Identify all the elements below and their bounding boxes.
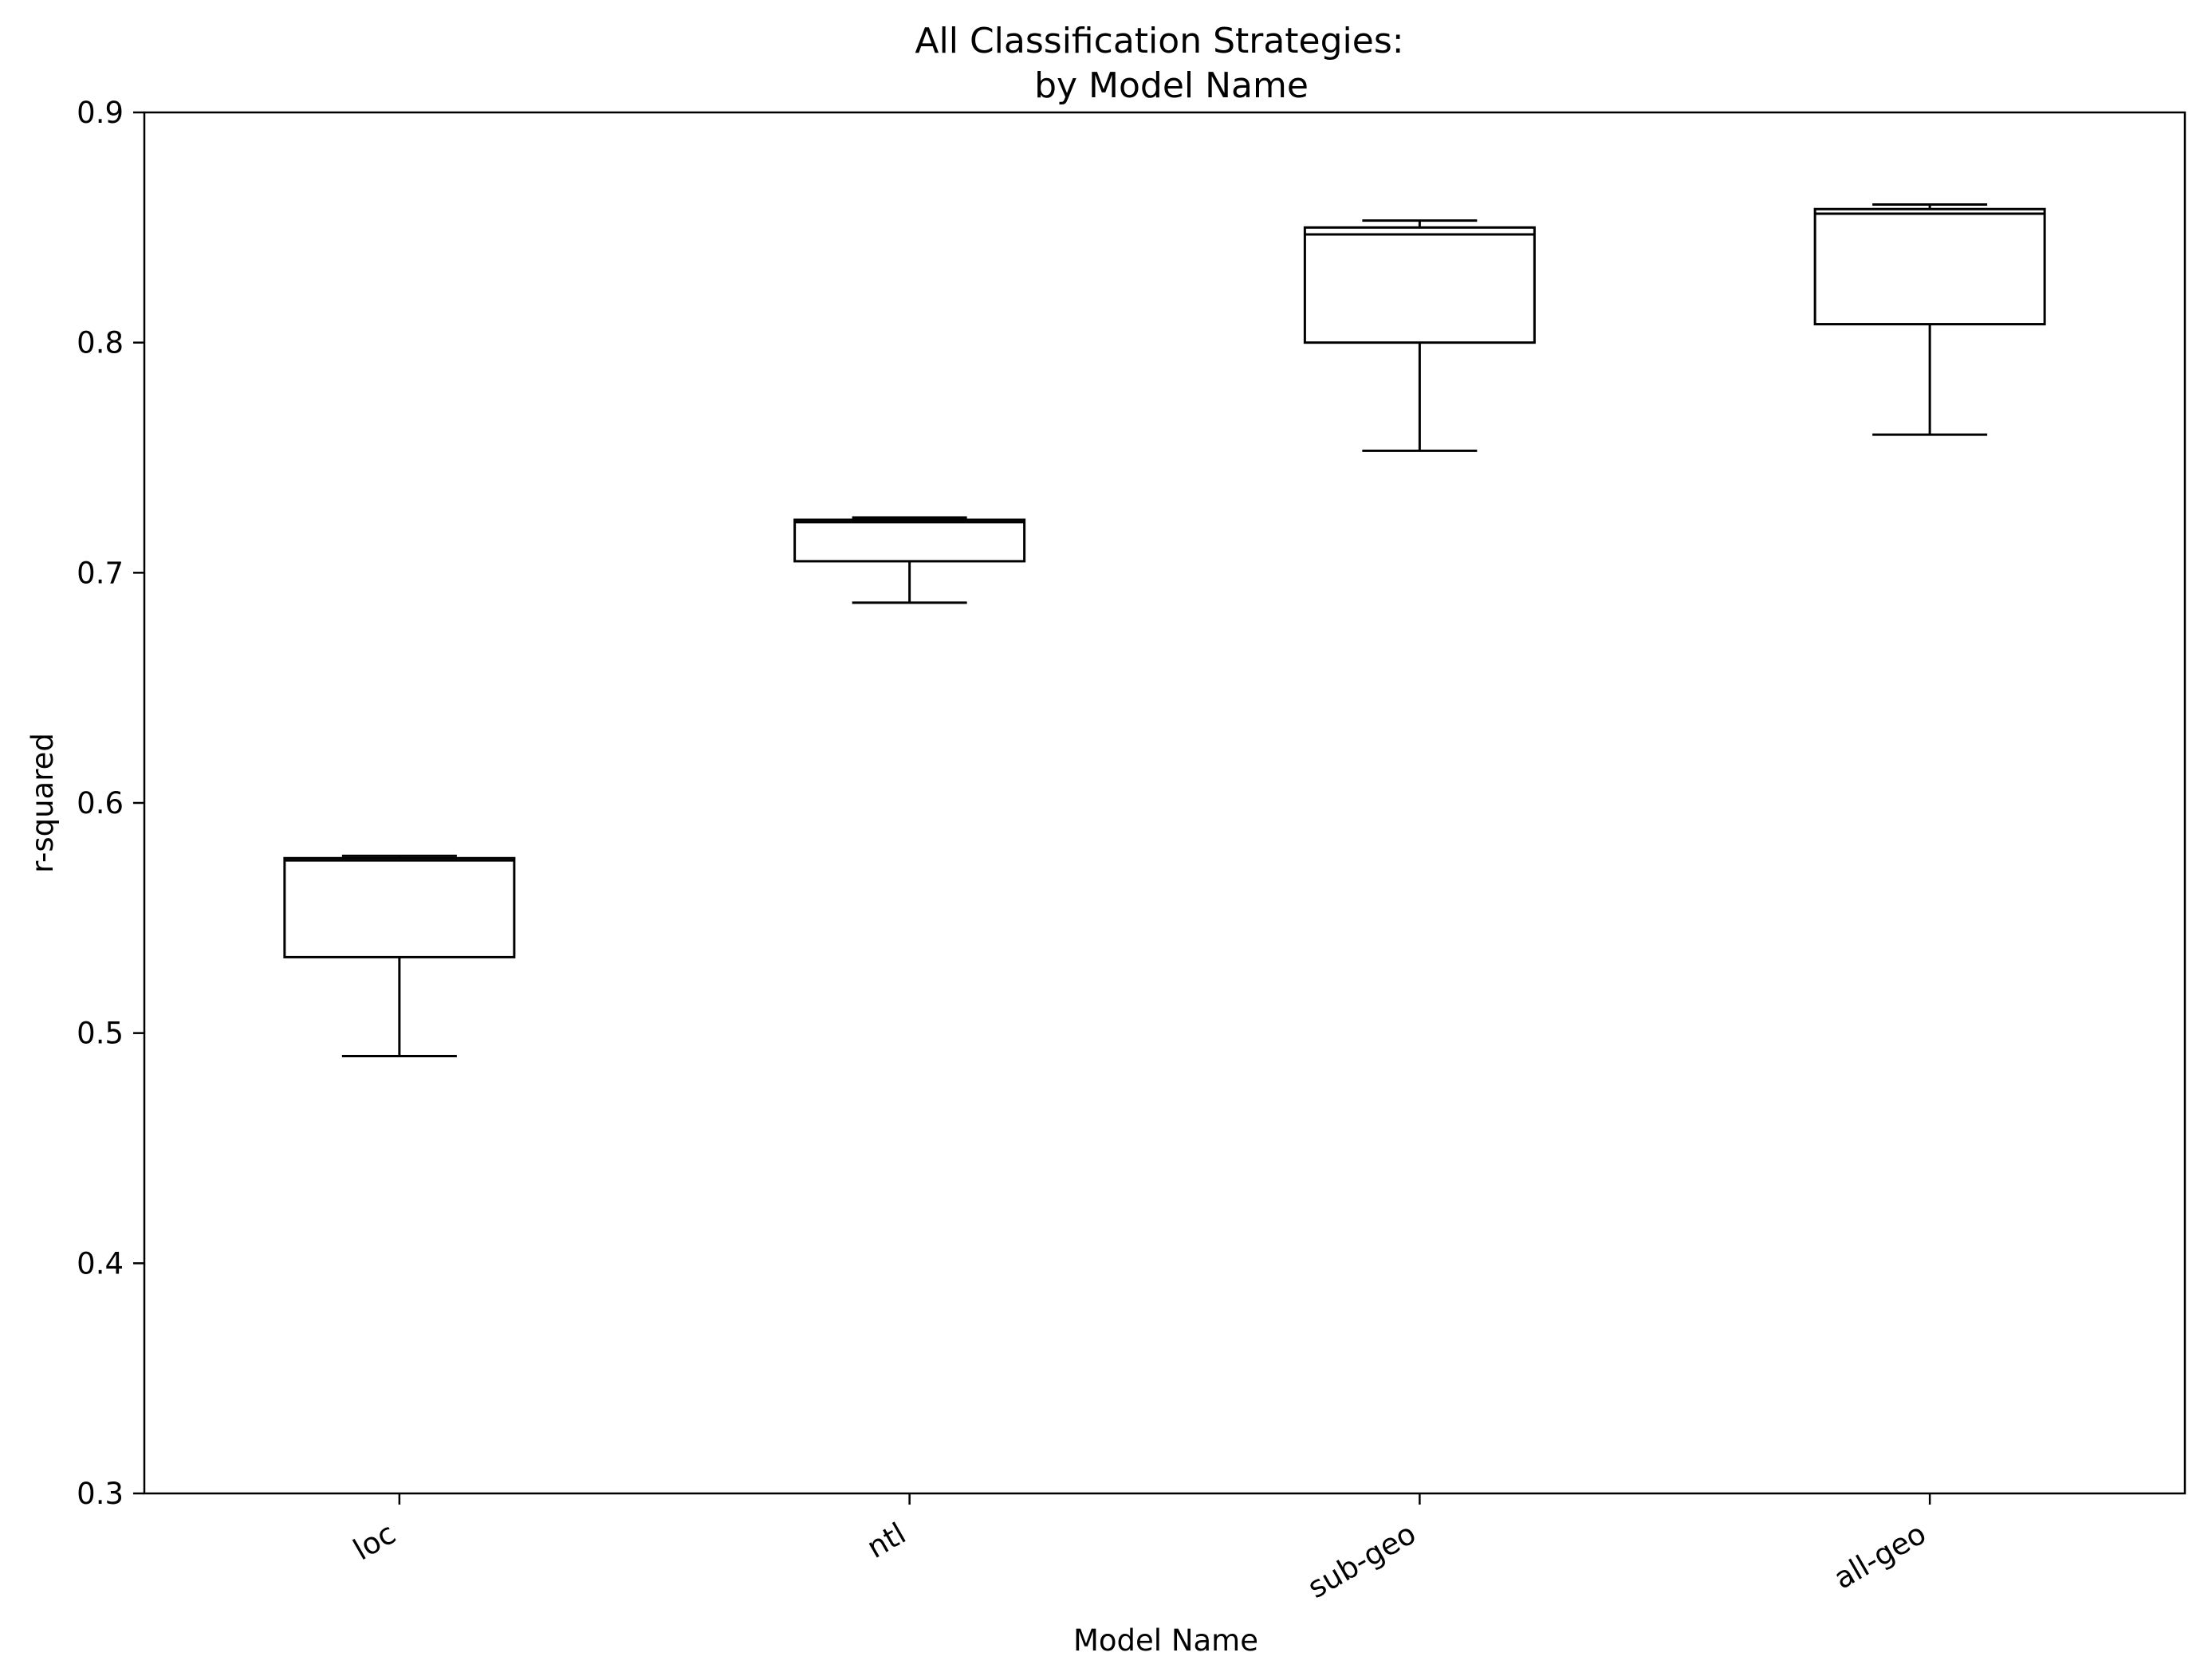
x-tick-label-all-geo: all-geo (1828, 1517, 1931, 1596)
x-axis: loc ntl sub-geo all-geo (348, 1493, 1932, 1605)
x-tick-label-loc: loc (348, 1517, 402, 1568)
iqr-box (1813, 207, 2046, 326)
chart-subtitle: by Model Name (1034, 65, 1309, 106)
y-axis: 0.3 0.4 0.5 0.6 0.7 0.8 0.9 (77, 96, 144, 1511)
y-tick-label: 0.7 (77, 556, 124, 590)
y-tick-label: 0.9 (77, 96, 124, 130)
y-tick-label: 0.4 (77, 1246, 124, 1281)
box-ntl (793, 516, 1026, 604)
iqr-box (793, 518, 1026, 563)
iqr-box (283, 856, 516, 958)
box-loc (283, 854, 516, 1058)
x-axis-label: Model Name (1073, 1623, 1258, 1658)
iqr-box (1303, 226, 1536, 344)
x-tick-label-ntl: ntl (861, 1517, 911, 1565)
y-tick-label: 0.5 (77, 1017, 124, 1051)
chart-title: All Classification Strategies: (915, 21, 1403, 61)
y-axis-label: r-squared (26, 733, 60, 873)
y-tick-label: 0.3 (77, 1477, 124, 1511)
y-tick-label: 0.8 (77, 326, 124, 360)
box-all-geo (1813, 203, 2046, 436)
x-tick-label-sub-geo: sub-geo (1302, 1517, 1422, 1605)
y-tick-label: 0.6 (77, 786, 124, 820)
box-sub-geo (1303, 219, 1536, 452)
plot-area-frame (143, 111, 2186, 1495)
box-series (283, 203, 2046, 1058)
